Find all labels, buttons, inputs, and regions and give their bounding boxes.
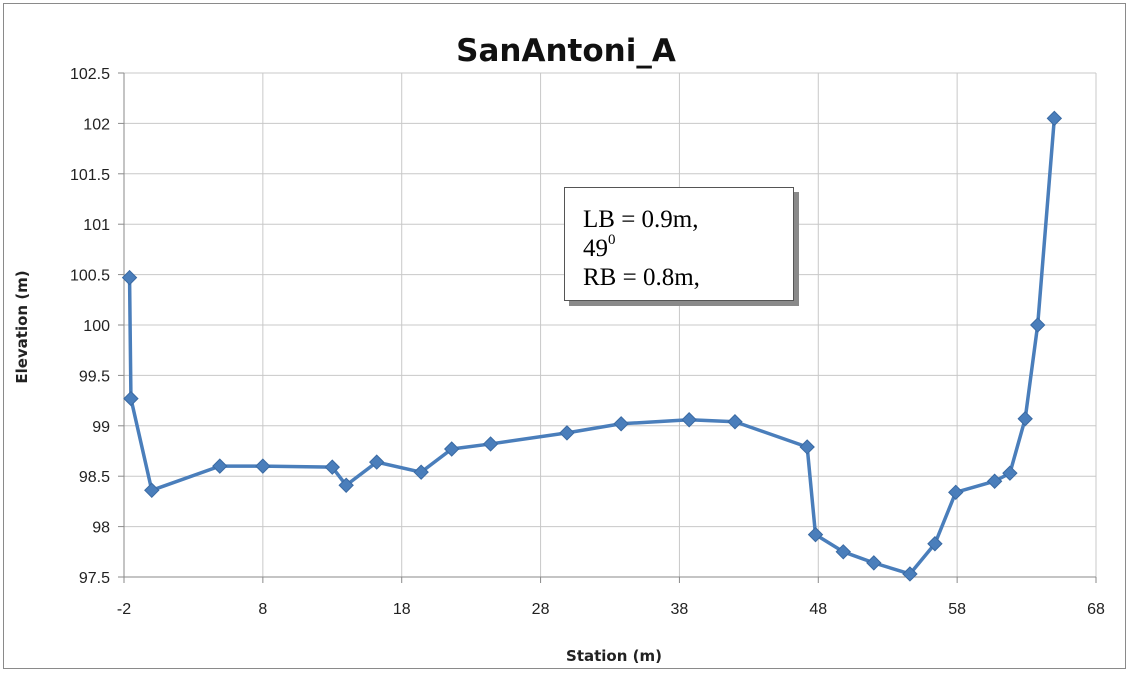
data-point-marker <box>866 555 882 571</box>
data-point-marker <box>338 477 354 493</box>
tick-labels: -2 8 18 28 38 48 58 68 97.5 98 98.5 99 99.5 100 100.5 1… <box>70 66 1105 618</box>
data-point-marker <box>121 269 138 286</box>
annotation-line-1: LB = 0.9m, <box>583 206 699 233</box>
chart-title: SanAntoni_A <box>456 33 676 69</box>
data-point-marker <box>927 536 943 552</box>
data-point-marker <box>948 484 964 501</box>
data-point-marker <box>835 544 851 560</box>
annotation-line-2: 490 <box>583 232 793 263</box>
data-point-marker <box>144 482 160 499</box>
x-tick-label: -2 <box>117 601 131 618</box>
y-tick-label: 100 <box>83 318 110 335</box>
y-tick-label: 98.5 <box>79 469 110 486</box>
x-tick-label: 58 <box>948 601 966 618</box>
data-point-marker <box>681 412 697 428</box>
data-point-marker <box>1029 317 1046 333</box>
data-point-marker <box>443 441 460 457</box>
y-tick-label: 98 <box>92 520 110 537</box>
x-tick-label: 18 <box>393 601 411 618</box>
series-elevation <box>121 110 1063 582</box>
y-tick-label: 99.5 <box>79 368 110 385</box>
y-tick-label: 99 <box>92 419 110 436</box>
annotation-box: LB = 0.9m, 490 RB = 0.8m, <box>564 187 794 301</box>
chart-frame <box>3 3 1126 669</box>
x-tick-label: 68 <box>1087 601 1105 618</box>
y-tick-label: 100.5 <box>70 268 110 285</box>
data-point-marker <box>212 458 228 474</box>
x-tick-label: 28 <box>532 601 550 618</box>
data-point-marker <box>123 390 139 407</box>
data-point-marker <box>369 454 385 470</box>
data-point-marker <box>902 566 918 582</box>
y-tick-label: 102.5 <box>70 66 110 83</box>
data-point-marker <box>986 473 1003 489</box>
data-point-marker <box>255 458 271 474</box>
data-point-marker <box>1017 411 1033 427</box>
data-point-marker <box>727 414 743 430</box>
x-tick-label: 38 <box>671 601 689 618</box>
data-point-marker <box>324 459 340 475</box>
y-tick-label: 101.5 <box>70 167 110 184</box>
y-tick-label: 102 <box>83 116 110 133</box>
data-point-marker <box>807 526 824 543</box>
y-tick-label: 101 <box>83 217 110 234</box>
data-point-marker <box>482 436 499 452</box>
data-point-marker <box>1046 110 1063 127</box>
y-axis-title: Elevation (m) <box>13 270 31 383</box>
axes <box>118 72 1097 583</box>
data-point-marker <box>799 439 815 455</box>
x-axis-title: Station (m) <box>566 647 662 665</box>
annotation-line-3: RB = 0.8m, <box>583 264 700 291</box>
data-point-marker <box>559 425 575 441</box>
y-tick-label: 97.5 <box>79 570 110 587</box>
annotation-angle: 49 <box>583 235 608 262</box>
data-point-marker <box>613 416 629 432</box>
x-tick-label: 8 <box>258 601 267 618</box>
data-point-marker <box>413 464 429 480</box>
annotation-degree: 0 <box>608 232 616 248</box>
data-point-marker <box>1002 465 1018 481</box>
x-tick-label: 48 <box>809 601 827 618</box>
